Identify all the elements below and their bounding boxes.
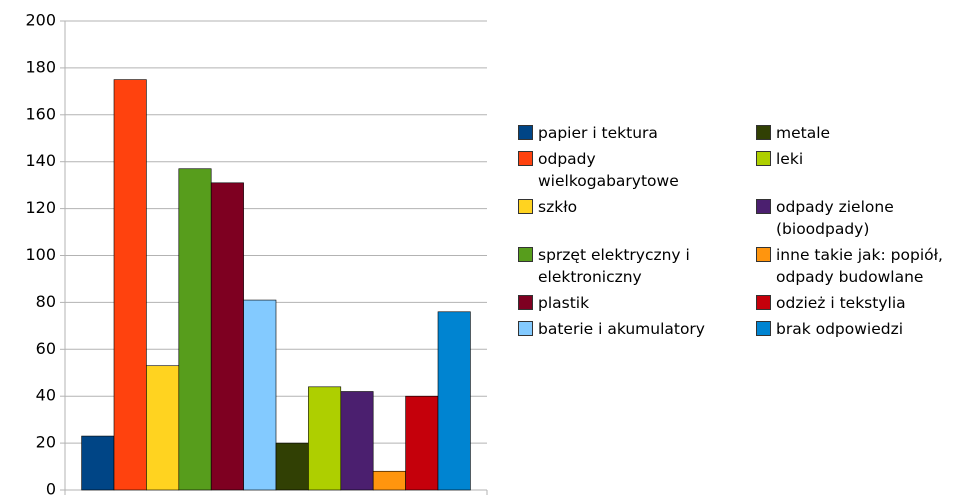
legend-swatch: [756, 199, 771, 214]
legend-item: papier i tektura: [518, 122, 756, 144]
legend-label: inne takie jak: popiół, odpady budowlane: [776, 246, 943, 286]
legend-swatch: [756, 321, 771, 336]
y-tick-label: 120: [25, 198, 56, 217]
bar: [113, 79, 147, 491]
y-tick-label: 80: [36, 292, 56, 311]
legend-item: baterie i akumulatory: [518, 318, 756, 340]
y-tick-label: 100: [25, 245, 56, 264]
legend-item: szkło: [518, 196, 756, 240]
legend-item: metale: [756, 122, 966, 144]
legend-label: szkło: [538, 198, 578, 216]
legend-swatch: [518, 199, 533, 214]
bar: [340, 391, 374, 491]
y-tick-label: 140: [25, 151, 56, 170]
legend-item: plastik: [518, 292, 756, 314]
bar: [405, 395, 439, 491]
legend-label: baterie i akumulatory: [538, 320, 705, 338]
y-tick-label: 180: [25, 57, 56, 76]
legend-swatch: [756, 125, 771, 140]
legend-item: odpady wielkogabarytowe: [518, 148, 756, 192]
legend-item: inne takie jak: popiół, odpady budowlane: [756, 244, 966, 288]
y-tick-label: 200: [25, 11, 56, 30]
legend-label: plastik: [538, 294, 590, 312]
y-tick-label: 40: [36, 386, 56, 405]
legend-swatch: [756, 295, 771, 310]
bar: [275, 442, 309, 491]
legend-label: odpady wielkogabarytowe: [538, 150, 679, 190]
legend: papier i tektura metale odpady wielkogabar…: [518, 122, 966, 340]
legend-label: papier i tektura: [538, 124, 658, 142]
legend-label: leki: [776, 150, 804, 168]
bar: [372, 470, 406, 491]
legend-swatch: [756, 151, 771, 166]
legend-swatch: [518, 125, 533, 140]
bar: [308, 386, 342, 491]
legend-swatch: [518, 295, 533, 310]
legend-swatch: [518, 247, 533, 262]
bar: [210, 182, 244, 491]
bar: [437, 311, 471, 491]
bar: [178, 168, 212, 491]
bar: [146, 365, 180, 491]
y-tick-label: 160: [25, 104, 56, 123]
legend-item: odpady zielone (bioodpady): [756, 196, 966, 240]
y-tick-label: 0: [46, 480, 56, 495]
legend-swatch: [756, 247, 771, 262]
legend-label: odpady zielone (bioodpady): [776, 198, 894, 238]
legend-swatch: [518, 151, 533, 166]
legend-label: brak odpowiedzi: [776, 320, 904, 338]
y-tick-label: 60: [36, 339, 56, 358]
legend-item: odzież i tekstylia: [756, 292, 966, 314]
y-tick-label: 20: [36, 433, 56, 452]
legend-item: leki: [756, 148, 966, 192]
bar: [243, 299, 277, 491]
legend-item: sprzęt elektryczny i elektroniczny: [518, 244, 756, 288]
bar: [81, 435, 115, 491]
legend-item: brak odpowiedzi: [756, 318, 966, 340]
legend-label: metale: [776, 124, 831, 142]
legend-label: odzież i tekstylia: [776, 294, 906, 312]
legend-label: sprzęt elektryczny i elektroniczny: [538, 246, 690, 286]
legend-swatch: [518, 321, 533, 336]
